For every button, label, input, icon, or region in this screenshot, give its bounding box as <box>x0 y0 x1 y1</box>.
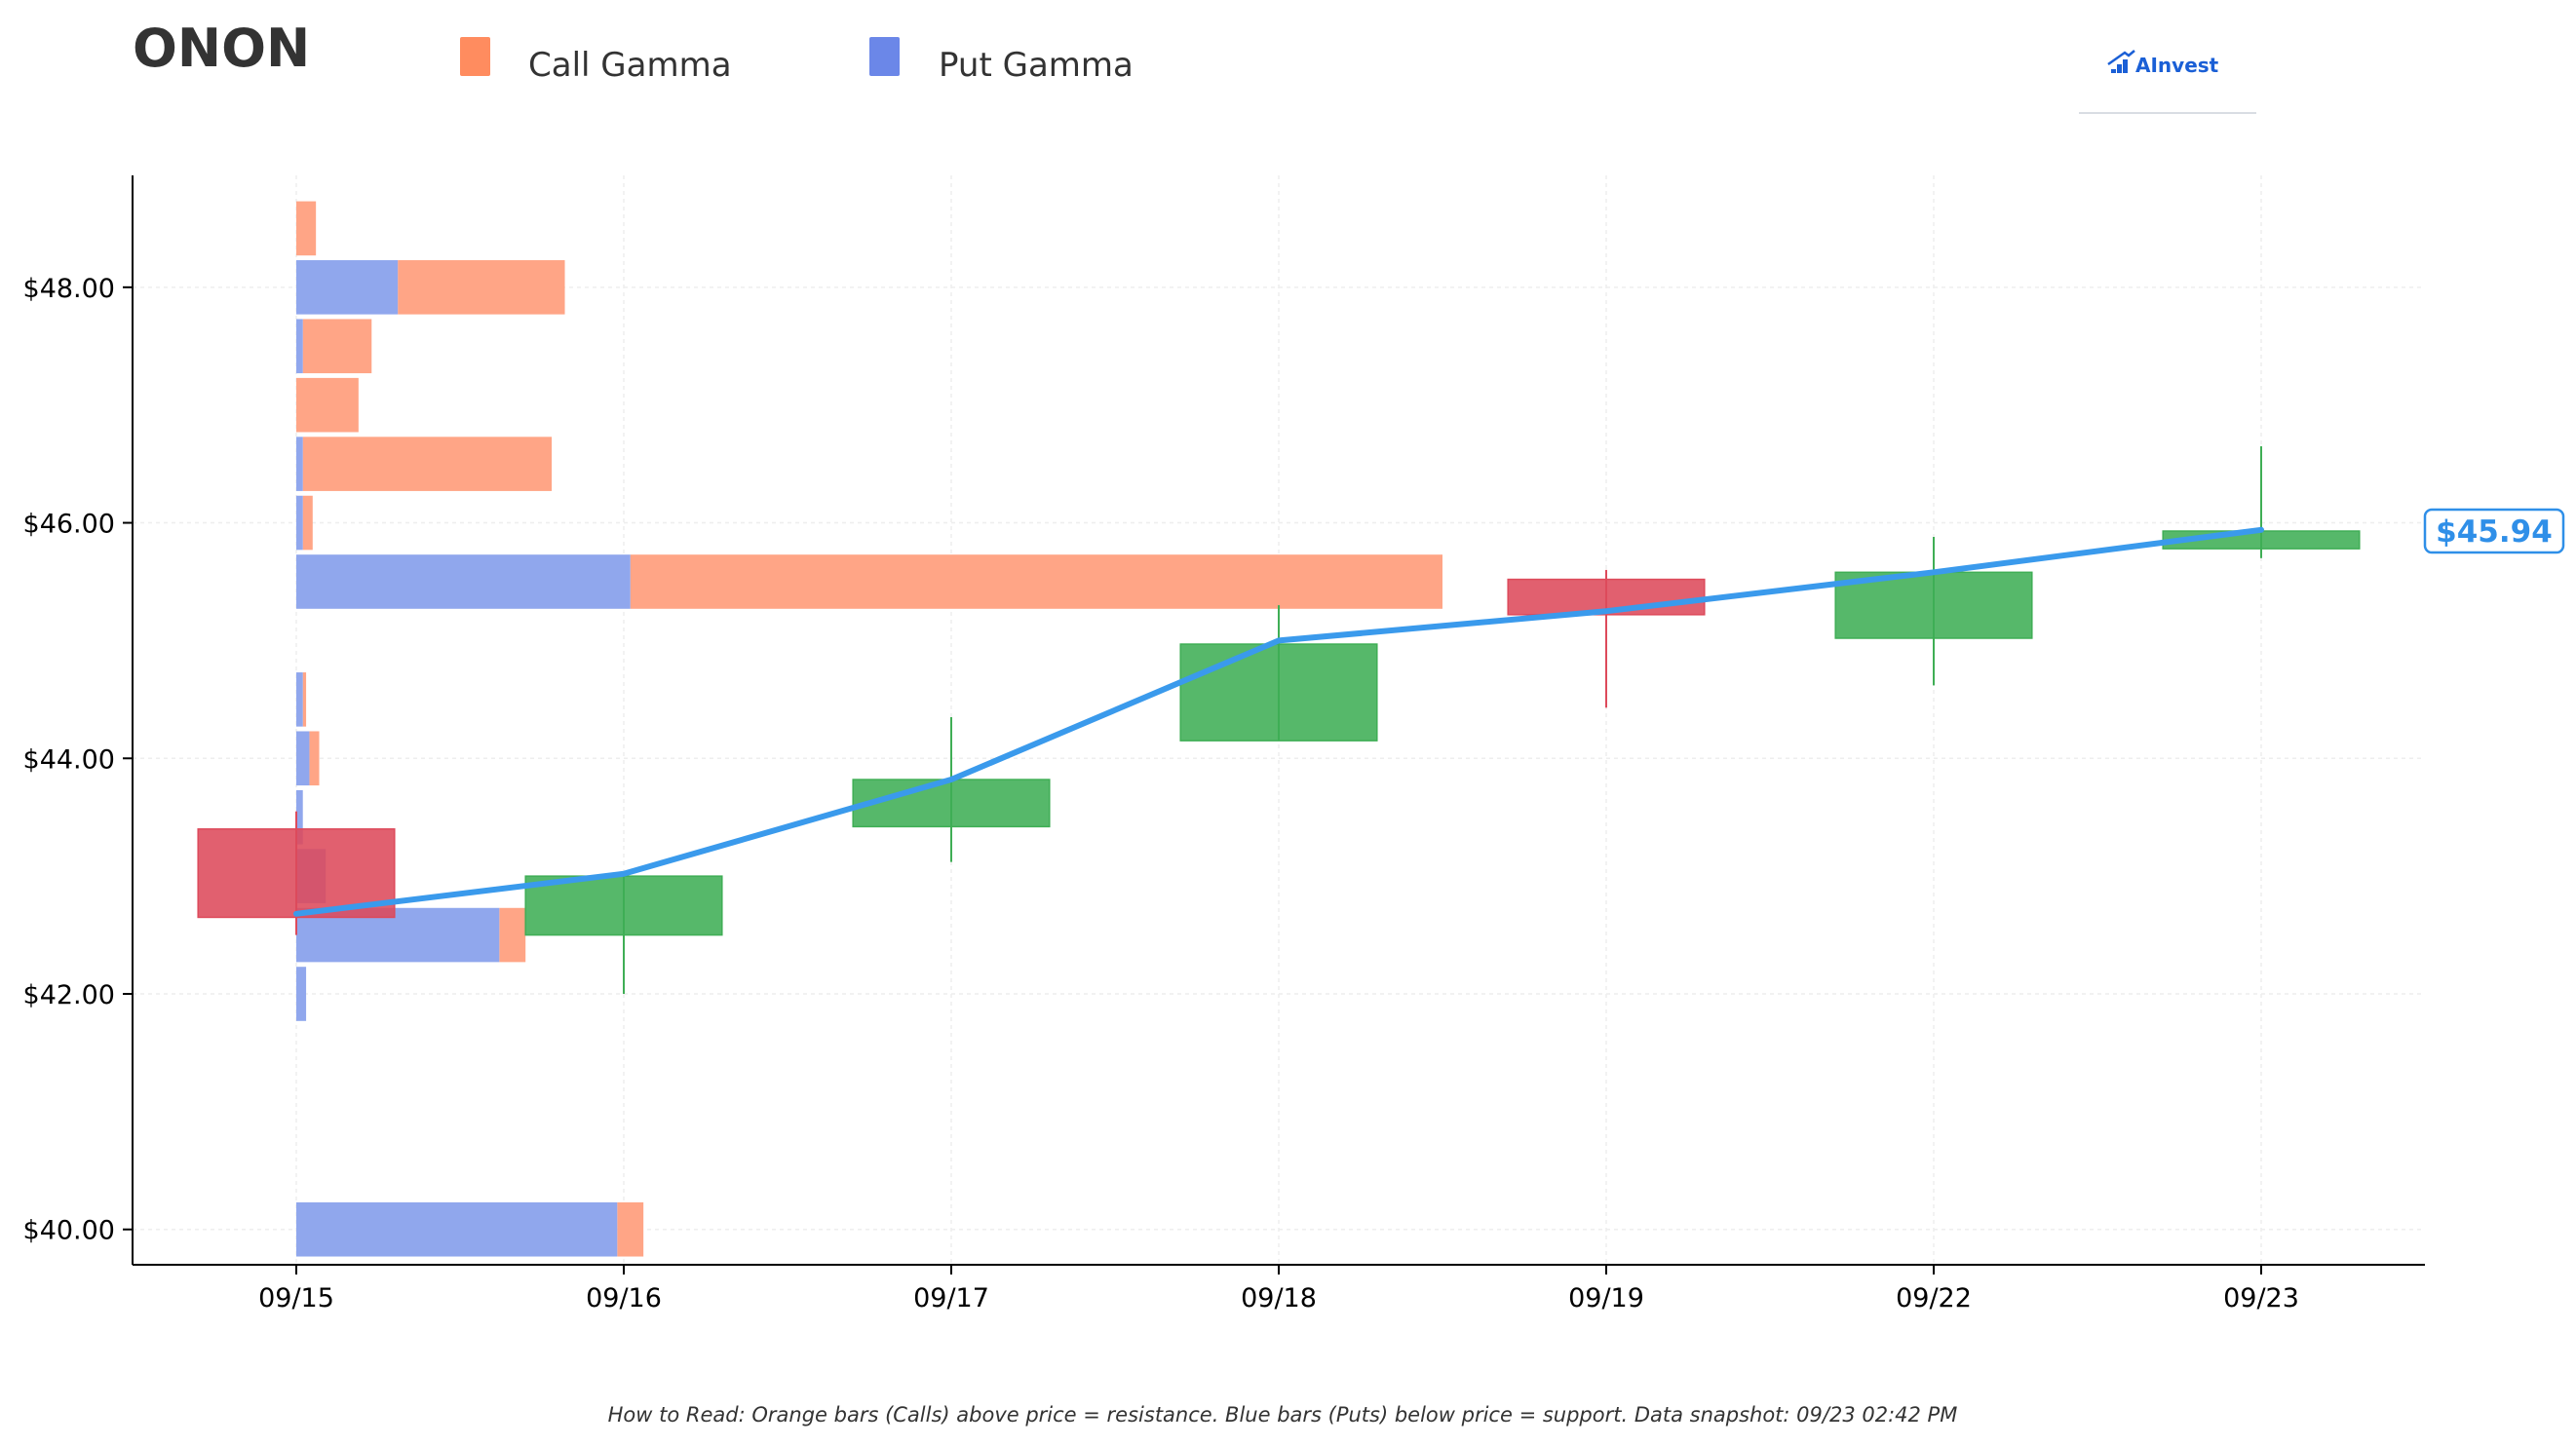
current-price-label: $45.94 <box>2436 514 2553 550</box>
put-gamma-bar-5 <box>296 731 310 786</box>
brand-logo: AInvest <box>2079 50 2256 114</box>
candle-body-5 <box>1834 571 2033 639</box>
put-gamma-bar-4 <box>296 789 303 845</box>
put-gamma-bar-1 <box>296 967 307 1021</box>
y-tick-label-4: $48.00 <box>23 274 115 304</box>
put-gamma-bar-9 <box>296 437 303 491</box>
call-gamma-bar-6 <box>302 672 307 727</box>
candle-body-2 <box>852 779 1051 828</box>
candlesticks <box>197 445 2361 995</box>
current-price-callout: $45.94 <box>2423 508 2565 554</box>
price-line-group <box>293 526 2264 917</box>
call-gamma-bar-7 <box>630 554 1442 609</box>
legend-label-put: Put Gamma <box>939 46 1134 85</box>
brand-chart-icon <box>2107 50 2135 73</box>
legend: Call Gamma Put Gamma <box>460 37 1134 85</box>
y-tick-label-2: $44.00 <box>23 744 115 775</box>
x-tick-label-0: 09/15 <box>258 1283 334 1313</box>
put-gamma-bar-11 <box>296 319 303 374</box>
candle-body-1 <box>524 875 723 936</box>
call-gamma-bar-12 <box>398 260 565 315</box>
call-gamma-bar-10 <box>296 377 359 433</box>
y-tick-label-3: $46.00 <box>23 510 115 540</box>
put-gamma-bar-8 <box>296 495 303 551</box>
candle-body-0 <box>197 828 396 919</box>
call-gamma-bar-9 <box>302 437 553 491</box>
call-gamma-bar-0 <box>617 1201 644 1257</box>
put-gamma-bar-7 <box>296 554 631 609</box>
y-tick-label-0: $40.00 <box>23 1216 115 1246</box>
call-gamma-bar-11 <box>302 319 372 374</box>
legend-swatch-call <box>460 37 490 76</box>
call-gamma-bar-8 <box>302 495 313 551</box>
x-tick-label-3: 09/18 <box>1241 1283 1317 1313</box>
y-tick-label-1: $42.00 <box>23 980 115 1010</box>
y-axis-ticks: $40.00 $42.00 $44.00 $46.00 $48.00 <box>23 274 133 1246</box>
call-gamma-bar-5 <box>309 731 320 786</box>
put-gamma-bar-0 <box>296 1201 618 1257</box>
x-axis-ticks: 09/15 09/16 09/17 09/18 09/19 09/22 09/23 <box>258 1265 2299 1313</box>
x-tick-label-1: 09/16 <box>586 1283 662 1313</box>
call-gamma-bar-13 <box>296 201 317 256</box>
put-gamma-bar-6 <box>296 672 303 727</box>
gamma-bars <box>296 201 1442 1257</box>
legend-swatch-put <box>869 37 900 76</box>
x-tick-label-2: 09/17 <box>913 1283 989 1313</box>
how-to-read-footnote: How to Read: Orange bars (Calls) above p… <box>608 1403 1958 1427</box>
put-gamma-bar-12 <box>296 260 399 315</box>
x-tick-label-6: 09/23 <box>2223 1283 2299 1313</box>
current-price-box <box>2423 508 2565 554</box>
legend-label-call: Call Gamma <box>528 46 732 85</box>
candle-body-3 <box>1179 643 1378 742</box>
x-tick-label-5: 09/22 <box>1896 1283 1972 1313</box>
ticker-title: ONON <box>133 18 310 79</box>
call-gamma-bar-2 <box>499 907 526 963</box>
price-line <box>293 526 2264 917</box>
brand-name: AInvest <box>2135 54 2219 77</box>
x-tick-label-4: 09/19 <box>1568 1283 1644 1313</box>
